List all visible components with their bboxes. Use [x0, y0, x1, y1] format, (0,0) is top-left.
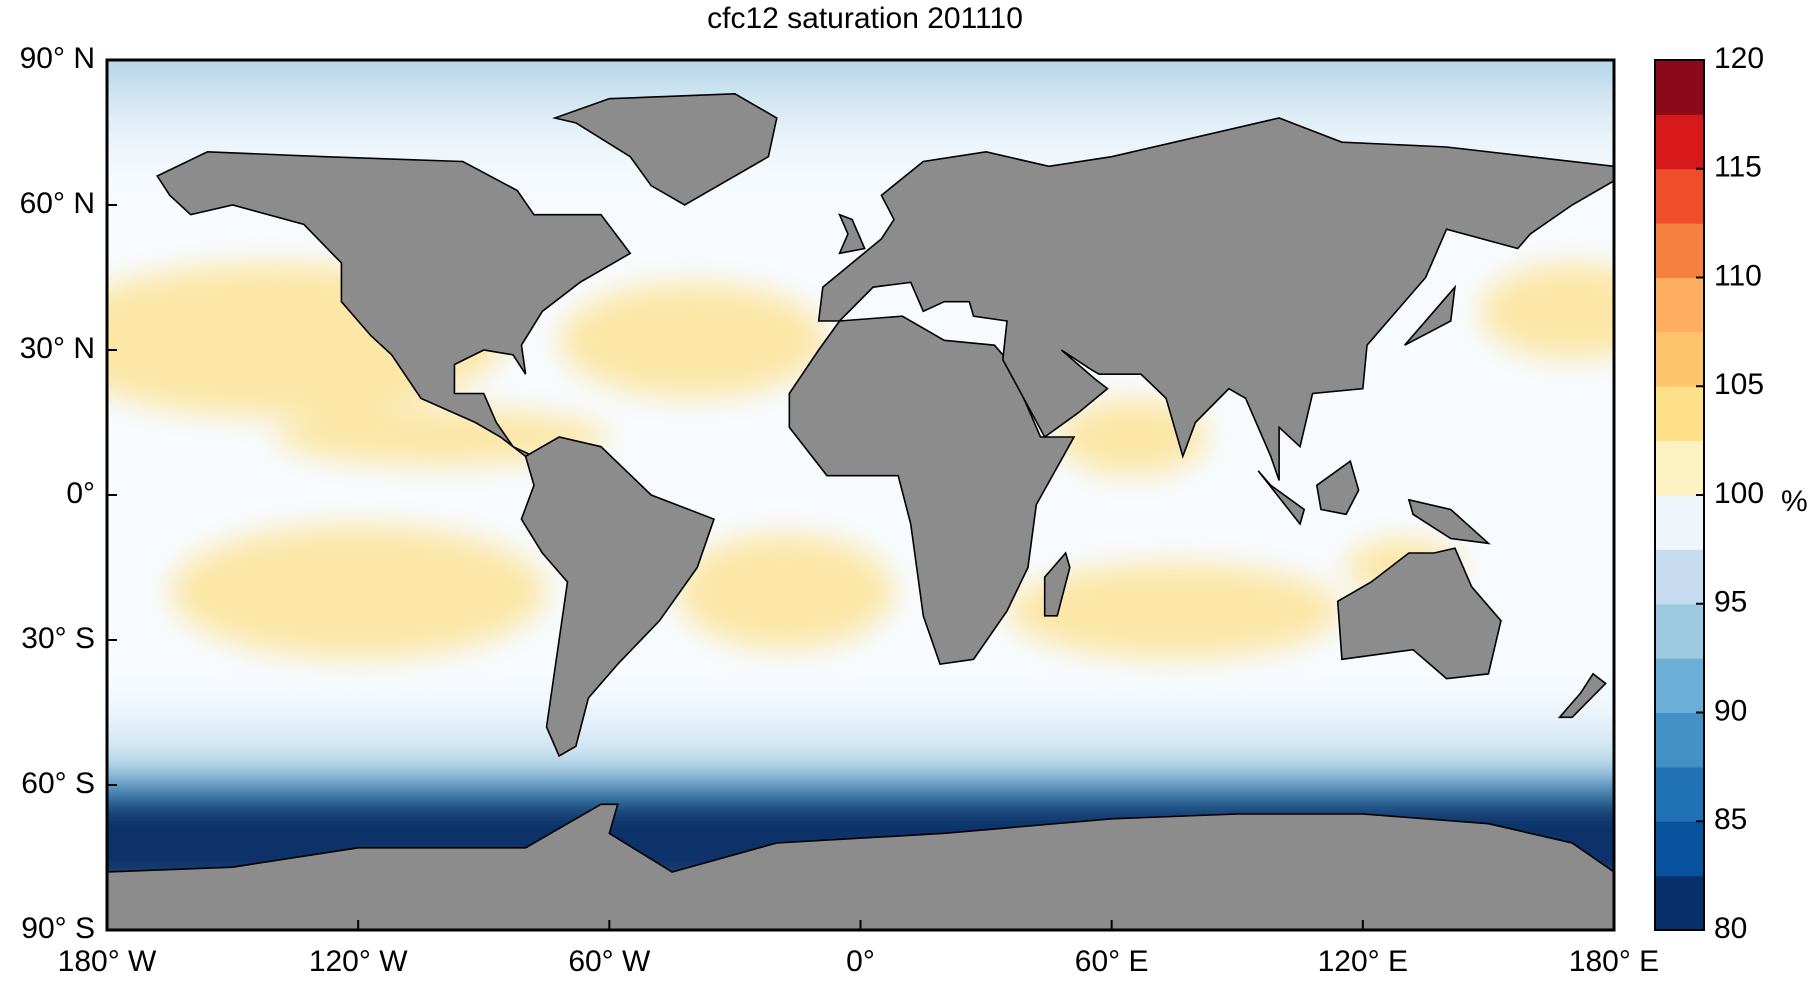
colorbar-band [1655, 440, 1704, 496]
land [107, 803, 1614, 930]
colorbar-tick-label: 80 [1714, 912, 1747, 945]
colorbar-tick-label: 105 [1714, 368, 1764, 401]
colorbar-band [1655, 658, 1704, 713]
x-tick-label: 120° W [309, 945, 408, 978]
colorbar-tick-label: 115 [1714, 151, 1762, 184]
land [817, 117, 1614, 481]
southern-band [107, 678, 1614, 785]
colorbar-band [1655, 223, 1704, 278]
antarctic-edge [107, 775, 1614, 798]
ocean-field [107, 60, 1614, 892]
warm-patch [1007, 562, 1342, 660]
colorbar-band [1655, 821, 1704, 877]
warm-patch [559, 282, 828, 399]
x-tick-label: 120° E [1318, 945, 1408, 978]
colorbar-band [1655, 386, 1704, 442]
colorbar-tick-label: 85 [1714, 803, 1747, 836]
land [1043, 551, 1071, 617]
colorbar-tick-label: 120 [1714, 42, 1764, 75]
y-tick-label: 90° N [20, 42, 95, 75]
land [552, 93, 778, 206]
colorbar-band [1655, 277, 1704, 333]
colorbar-band [1655, 549, 1704, 605]
warm-patch [169, 524, 547, 660]
land [788, 315, 1076, 666]
land [520, 436, 715, 758]
colorbar-band [1655, 603, 1704, 659]
colorbar-band [1655, 875, 1704, 931]
chart-title: cfc12 saturation 201110 [707, 2, 1023, 35]
colorbar-band [1655, 60, 1704, 115]
x-tick-label: 0° [846, 945, 875, 978]
x-tick-label: 180° E [1569, 945, 1659, 978]
land [156, 151, 632, 458]
map [107, 60, 1614, 930]
land [1404, 284, 1457, 346]
land [838, 213, 866, 255]
warm-patch [274, 408, 610, 466]
warm-patch [676, 533, 894, 650]
colorbar: 80 85 90 95 100 105 110 115 120% [1654, 42, 1808, 945]
y-tick-label: 60° S [21, 767, 95, 800]
y-tick-label: 90° S [21, 912, 95, 945]
colorbar-tick-label: 100 [1714, 477, 1764, 510]
land [1315, 459, 1360, 516]
land [1557, 672, 1607, 719]
colorbar-tick-label: 90 [1714, 694, 1747, 727]
y-tick-label: 0° [66, 477, 95, 510]
colorbar-tick-label: 110 [1714, 259, 1762, 292]
x-tick-label: 180° W [58, 945, 157, 978]
x-tick-label: 60° W [568, 945, 651, 978]
x-tick-label: 60° E [1075, 945, 1149, 978]
land [1257, 470, 1306, 526]
colorbar-band [1655, 168, 1704, 224]
y-tick-label: 30° S [21, 622, 95, 655]
warm-patch [1057, 398, 1208, 476]
colorbar-unit: % [1781, 485, 1808, 518]
y-tick-label: 60° N [20, 187, 95, 220]
y-tick-label: 30° N [20, 332, 95, 365]
colorbar-band [1655, 331, 1704, 387]
colorbar-band [1655, 712, 1704, 768]
land [1407, 498, 1491, 545]
colorbar-band [1655, 495, 1704, 550]
warm-patch [1480, 263, 1614, 360]
colorbar-tick-label: 95 [1714, 586, 1747, 619]
colorbar-band [1655, 766, 1704, 822]
land [1336, 547, 1502, 680]
colorbar-band [1655, 114, 1704, 170]
